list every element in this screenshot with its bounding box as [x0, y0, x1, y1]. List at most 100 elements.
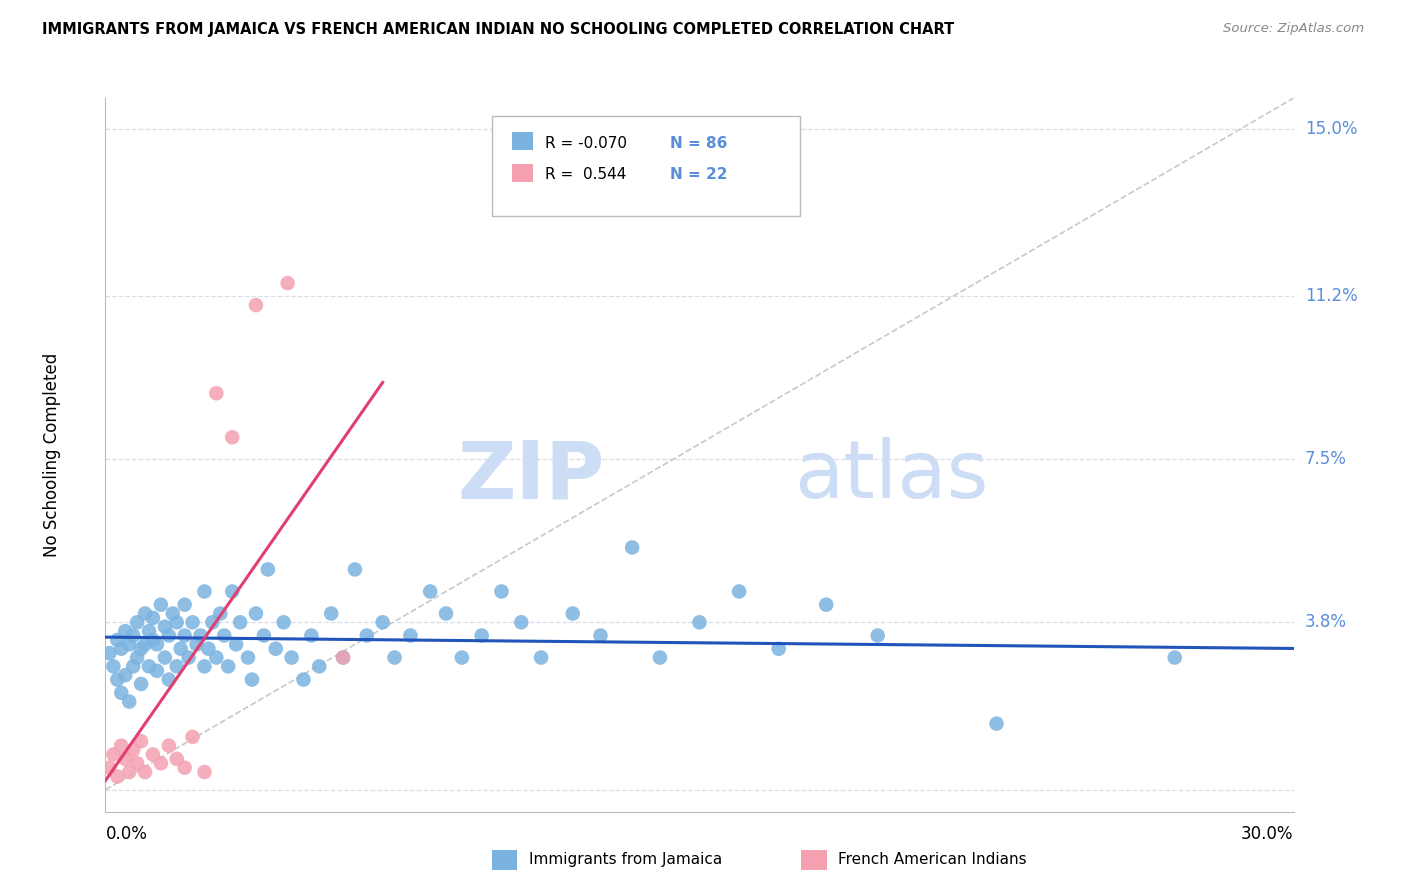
Point [170, 641, 193, 656]
Point [371, 615, 394, 630]
Point [166, 752, 188, 766]
Point [332, 650, 354, 665]
FancyBboxPatch shape [492, 116, 800, 216]
Point [201, 615, 224, 630]
Point [221, 584, 243, 599]
Text: R = -0.070: R = -0.070 [546, 136, 627, 151]
Text: atlas: atlas [794, 437, 988, 516]
Text: 15.0%: 15.0% [1305, 120, 1357, 138]
Point [648, 650, 671, 665]
Point [343, 562, 366, 576]
Point [589, 628, 612, 642]
Point [399, 628, 422, 642]
Point [621, 541, 644, 555]
Point [273, 615, 295, 630]
Point [768, 641, 790, 656]
Point [205, 650, 228, 665]
Text: 7.5%: 7.5% [1305, 450, 1347, 468]
Point [98, 761, 121, 775]
Text: N = 86: N = 86 [669, 136, 727, 151]
Point [815, 598, 838, 612]
Text: No Schooling Completed: No Schooling Completed [44, 353, 60, 557]
Point [240, 673, 263, 687]
Point [134, 607, 156, 621]
Point [118, 765, 141, 780]
Point [245, 298, 267, 312]
Point [197, 641, 219, 656]
Point [419, 584, 441, 599]
Point [110, 641, 132, 656]
Point [177, 650, 200, 665]
Text: Source: ZipAtlas.com: Source: ZipAtlas.com [1223, 22, 1364, 36]
Point [122, 659, 145, 673]
Point [157, 673, 180, 687]
Point [190, 628, 212, 642]
Point [105, 769, 128, 783]
Text: 30.0%: 30.0% [1241, 824, 1294, 843]
Point [253, 628, 276, 642]
Point [384, 650, 406, 665]
Point [217, 659, 239, 673]
Point [245, 607, 267, 621]
Text: Immigrants from Jamaica: Immigrants from Jamaica [529, 853, 721, 867]
Point [114, 624, 136, 639]
Point [129, 641, 152, 656]
Point [728, 584, 751, 599]
Point [299, 628, 322, 642]
Point [221, 430, 243, 444]
Text: R =  0.544: R = 0.544 [546, 167, 627, 182]
Point [157, 628, 180, 642]
Point [214, 628, 236, 642]
Point [103, 747, 125, 762]
Point [142, 611, 165, 625]
Text: 11.2%: 11.2% [1305, 287, 1357, 305]
Point [142, 632, 165, 647]
Point [118, 637, 141, 651]
Point [321, 607, 343, 621]
Point [173, 761, 195, 775]
Point [110, 686, 132, 700]
Point [193, 584, 215, 599]
Point [186, 637, 208, 651]
Point [471, 628, 494, 642]
Text: 0.0%: 0.0% [105, 824, 148, 843]
Point [173, 598, 195, 612]
Point [561, 607, 583, 621]
Point [114, 752, 136, 766]
Point [280, 650, 302, 665]
Point [142, 747, 165, 762]
Point [166, 615, 188, 630]
Point [209, 607, 232, 621]
Point [986, 716, 1008, 731]
Point [193, 659, 215, 673]
Point [229, 615, 252, 630]
Text: N = 22: N = 22 [669, 167, 727, 182]
Point [162, 607, 184, 621]
Point [110, 739, 132, 753]
Point [103, 659, 125, 673]
Point [689, 615, 711, 630]
Point [491, 584, 513, 599]
FancyBboxPatch shape [512, 132, 533, 150]
Point [122, 628, 145, 642]
Point [256, 562, 278, 576]
Point [450, 650, 472, 665]
Point [138, 624, 160, 639]
Point [149, 598, 172, 612]
Point [1164, 650, 1187, 665]
Point [153, 650, 176, 665]
Point [98, 646, 121, 660]
Point [866, 628, 889, 642]
Point [149, 756, 172, 771]
Point [264, 641, 287, 656]
Point [134, 765, 156, 780]
Point [114, 668, 136, 682]
Point [205, 386, 228, 401]
Text: ZIP: ZIP [457, 437, 605, 516]
Point [134, 637, 156, 651]
Point [129, 734, 152, 748]
Point [127, 650, 149, 665]
Point [236, 650, 259, 665]
Point [166, 659, 188, 673]
Point [146, 637, 169, 651]
